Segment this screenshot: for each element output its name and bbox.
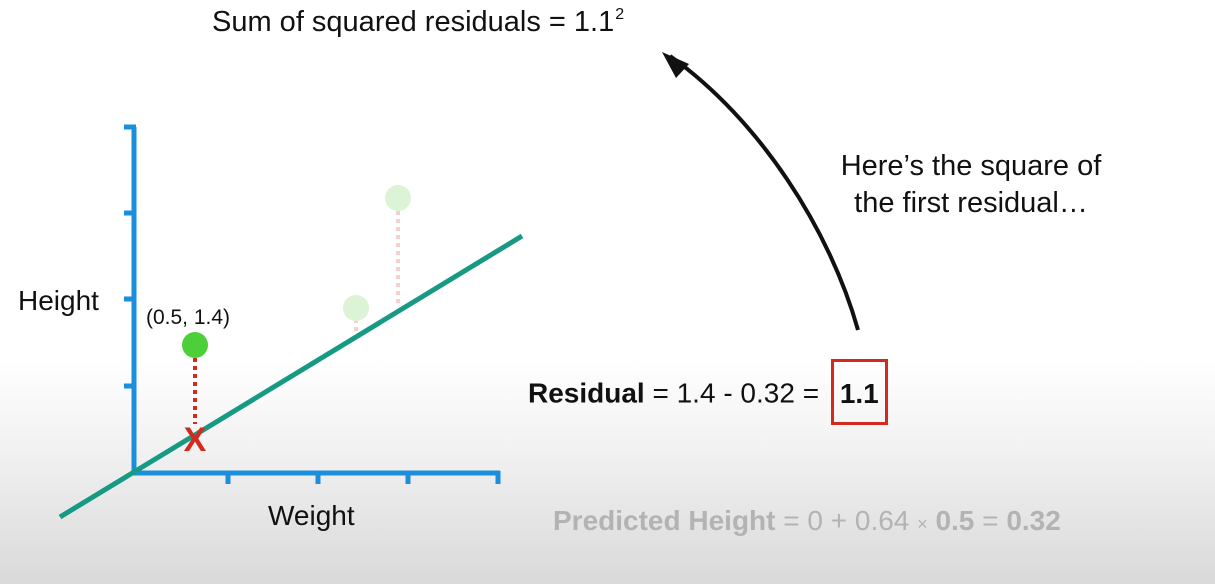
note-line-1: Here’s the square of [840,150,1102,182]
sum-of-squared-residuals-annotation: Sum of squared residuals = 1.12 [212,6,624,39]
residual-equation: Residual = 1.4 - 0.32 = 1.1 [528,359,888,428]
predicted-result: 0.32 [1006,505,1061,536]
residual-expression: = 1.4 - 0.32 = [644,377,827,409]
regression-line [58,233,524,520]
sum-exponent: 2 [615,6,625,23]
faded-data-point [343,295,369,321]
highlighted-point-label: (0.5, 1.4) [146,306,231,329]
predicted-height-equation: Predicted Height = 0 + 0.64 × 0.5 = 0.32 [553,505,1061,537]
note-line-2: the first residual… [854,187,1088,219]
residual-result-box: 1.1 [830,359,888,425]
x-axis-label: Weight [268,500,355,531]
predicted-marker: X [184,421,207,459]
highlighted-data-point [182,332,208,358]
predicted-equals: = [974,505,1007,536]
predicted-x-value: 0.5 [935,505,975,536]
curved-arrow [668,54,860,331]
y-axis-label: Height [18,285,99,316]
explanatory-note: Here’s the square of the first residual… [796,148,1146,222]
faded-data-point [385,185,411,211]
arrow-head-icon [662,52,689,78]
predicted-label: Predicted Height [553,505,776,536]
multiplication-sign: × [917,514,928,534]
predicted-expression: = 0 + 0.64 [775,505,918,536]
residual-label: Residual [528,377,645,409]
sum-text: Sum of squared residuals = 1.1 [212,6,615,38]
